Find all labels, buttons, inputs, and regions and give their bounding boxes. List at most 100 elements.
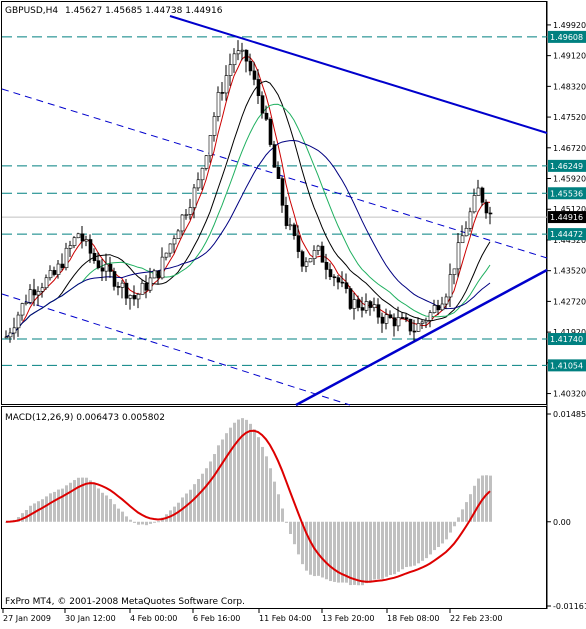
- price-bar-body: [376, 304, 381, 318]
- price-bar-body: [448, 274, 453, 298]
- price-bar-body: [200, 168, 205, 181]
- macd-histogram-bar: [325, 521, 328, 580]
- price-tick-label: 1.40320: [553, 390, 586, 399]
- macd-histogram-bar: [49, 493, 52, 522]
- price-tick-label: 1.44320: [553, 236, 586, 245]
- price-bar-body: [28, 289, 33, 303]
- macd-histogram-bar: [217, 445, 220, 522]
- macd-histogram-bar: [413, 521, 416, 566]
- macd-label: MACD(12,26,9) 0.006473 0.005802: [5, 413, 165, 423]
- macd-histogram-bar: [145, 521, 148, 526]
- macd-histogram-bar: [465, 502, 468, 522]
- price-bar-body: [16, 314, 21, 329]
- price-bar-body: [280, 178, 285, 206]
- price-bar-body: [352, 299, 357, 309]
- macd-histogram-bar: [121, 511, 124, 522]
- macd-histogram-bar: [93, 484, 96, 522]
- macd-histogram-bar: [437, 521, 440, 548]
- channel-upper-line[interactable]: [169, 15, 548, 134]
- level-label-box: [548, 187, 586, 200]
- support-line[interactable]: [295, 268, 548, 407]
- price-bar-body: [40, 287, 45, 292]
- current-price-box: [548, 211, 586, 224]
- chart-symbol-label: GBPUSD,H4: [5, 6, 58, 16]
- trend-channel[interactable]: [1, 15, 548, 407]
- price-bar-body: [236, 50, 241, 55]
- macd-histogram-bar: [189, 489, 192, 522]
- macd-histogram-bar: [281, 508, 284, 522]
- price-bar-body: [384, 314, 389, 324]
- macd-histogram-bar: [301, 521, 304, 565]
- macd-histogram-bar: [385, 521, 388, 577]
- time-tick-label: 27 Jan 2009: [3, 614, 51, 623]
- price-bar-body: [348, 288, 353, 309]
- macd-histogram-bar: [345, 521, 348, 583]
- price-bar-body: [60, 263, 65, 268]
- macd-histogram-bar: [265, 456, 268, 522]
- macd-histogram-bar: [377, 521, 380, 579]
- level-label-box: [548, 30, 586, 43]
- price-bar-body: [288, 224, 293, 227]
- price-tick-label: 1.49120: [553, 52, 586, 61]
- price-bars: [4, 40, 493, 343]
- macd-histogram-bar: [233, 422, 236, 522]
- macd-histogram-bar: [45, 496, 48, 522]
- price-bar-body: [84, 239, 89, 242]
- macd-histogram-bar: [389, 521, 392, 575]
- macd-histogram-bar: [453, 521, 456, 527]
- price-bar-body: [124, 282, 129, 299]
- macd-histogram-bar: [441, 521, 444, 544]
- price-bar-body: [20, 303, 25, 316]
- price-bar-body: [192, 187, 197, 208]
- price-bar-body: [176, 230, 181, 240]
- price-bar-body: [360, 307, 365, 311]
- macd-histogram-bar: [205, 468, 208, 522]
- macd-histogram-bar: [85, 477, 88, 522]
- macd-histogram-bar: [469, 494, 472, 522]
- level-label: 1.44472: [550, 230, 583, 239]
- time-tick-label: 22 Feb 23:00: [450, 614, 502, 623]
- price-bar-body: [264, 112, 269, 120]
- price-bar-body: [88, 239, 93, 254]
- price-bar-body: [8, 332, 13, 338]
- price-bar-body: [296, 235, 301, 252]
- macd-histogram-bar: [473, 485, 476, 522]
- macd-tick-label: -0.011613: [553, 602, 586, 611]
- channel-lower-dashed-line[interactable]: [1, 293, 351, 406]
- price-bar-body: [168, 243, 173, 254]
- macd-histogram: [5, 418, 492, 586]
- macd-histogram-bar: [293, 521, 296, 545]
- price-bar-body: [392, 317, 397, 327]
- price-bar-body: [108, 263, 113, 272]
- macd-histogram-bar: [113, 504, 116, 522]
- price-bar-body: [260, 95, 265, 114]
- price-bar-body: [468, 211, 473, 229]
- level-label-box: [548, 228, 586, 241]
- macd-histogram-bar: [393, 521, 396, 575]
- time-tick-label: 4 Feb 00:00: [130, 614, 177, 623]
- moving-average-line: [5, 139, 491, 338]
- macd-axis: 0.014857 0.00 -0.011613: [547, 410, 586, 611]
- price-bar-body: [380, 316, 385, 324]
- macd-histogram-bar: [449, 521, 452, 533]
- horizontal-levels[interactable]: [2, 36, 547, 366]
- price-bar-body: [336, 277, 341, 283]
- price-bar-body: [132, 295, 137, 300]
- macd-histogram-bar: [157, 521, 160, 523]
- time-tick-label: 30 Jan 12:00: [65, 614, 116, 623]
- price-bar-body: [356, 299, 361, 308]
- price-bar-body: [244, 49, 249, 62]
- price-bar-body: [156, 270, 161, 279]
- price-bar-body: [476, 187, 481, 196]
- macd-histogram-bar: [409, 521, 412, 567]
- price-bar-body: [204, 155, 209, 169]
- price-bar-body: [128, 295, 133, 299]
- macd-histogram-bar: [101, 492, 104, 522]
- macd-histogram-bar: [429, 521, 432, 555]
- price-tick-label: 1.42720: [553, 297, 586, 306]
- macd-histogram-bar: [81, 477, 84, 522]
- macd-histogram-bar: [365, 521, 368, 584]
- price-bar-body: [172, 238, 177, 245]
- level-labels: 1.49608 1.46249 1.45536 1.44472 1.41740 1.410…: [548, 30, 586, 372]
